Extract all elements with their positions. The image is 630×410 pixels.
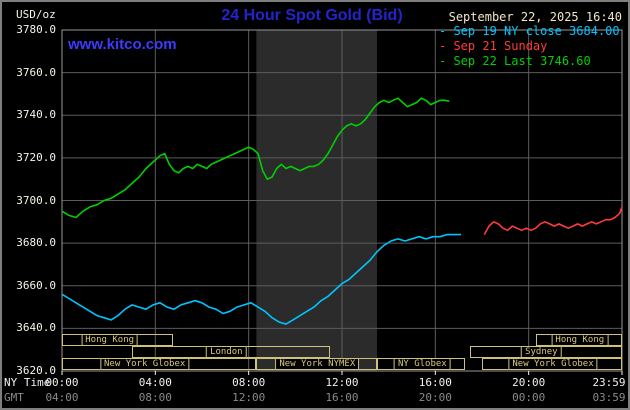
y-tick-label: 3720.0 — [16, 150, 56, 164]
x-tick-label-gmt: 00:00 — [512, 391, 546, 404]
session-sydney: Sydney — [470, 346, 622, 358]
kitco-watermark-url: www.kitco.com — [68, 36, 177, 53]
y-tick-label: 3780.0 — [16, 23, 56, 36]
x-tick-label-ny: 08:00 — [232, 376, 266, 389]
gmt-caption: GMT — [4, 391, 24, 404]
x-tick-label-gmt: 12:00 — [232, 391, 266, 404]
session-label: New York Globex — [100, 358, 190, 370]
y-tick-label: 3740.0 — [16, 108, 56, 122]
session-hong-kong: Hong Kong — [62, 334, 173, 346]
session-hong-kong: Hong Kong — [535, 334, 622, 346]
x-tick-label-gmt: 03:59 — [592, 391, 626, 404]
session-label: NY Globex — [393, 358, 451, 370]
legend-item: - Sep 19 NY close 3684.00 — [439, 24, 620, 38]
session-label: New York Globex — [508, 358, 598, 370]
legend-item: - Sep 22 Last 3746.60 — [439, 54, 591, 68]
x-tick-label-ny: 23:59 — [592, 376, 626, 389]
legend-item: - Sep 21 Sunday — [439, 39, 548, 53]
price-line-sep19 — [61, 233, 461, 325]
y-axis-labels: 3780.0 3760.0 3740.0 3720.0 3700.0 3680.0 3660… — [8, 2, 56, 408]
session-new-york-globex: New York Globex — [62, 358, 257, 370]
price-line-sep22 — [61, 97, 450, 219]
y-tick-label: 3660.0 — [16, 278, 56, 292]
x-axis-ny-time-row: NY Time 00:00 04:00 08:00 12:00 16:00 20:00 23… — [2, 376, 628, 390]
session-label: New York NYMEX — [275, 358, 360, 370]
session-ny-globex: NY Globex — [377, 358, 465, 370]
x-tick-label-gmt: 04:00 — [45, 391, 79, 404]
chart-title: 24 Hour Spot Gold (Bid) — [221, 7, 403, 24]
x-tick-label-ny: 04:00 — [138, 376, 172, 389]
price-line-sep21 — [483, 206, 623, 235]
ny-time-caption: NY Time — [4, 376, 51, 389]
y-tick-label: 3760.0 — [16, 65, 56, 79]
session-label: Hong Kong — [81, 334, 139, 346]
x-tick-label-gmt: 08:00 — [138, 391, 172, 404]
y-tick-label: 3680.0 — [16, 236, 56, 250]
chart-datetime: September 22, 2025 16:40 — [448, 10, 622, 24]
y-tick-label: 3640.0 — [16, 321, 56, 335]
x-tick-label-gmt: 16:00 — [325, 391, 359, 404]
x-tick-label-ny: 20:00 — [512, 376, 546, 389]
session-label: Hong Kong — [551, 334, 609, 346]
x-tick-label-ny: 00:00 — [45, 376, 79, 389]
session-new-york-globex: New York Globex — [482, 358, 622, 370]
session-label: Sydney — [521, 346, 562, 358]
y-tick-label: 3620.0 — [16, 364, 56, 377]
chart-legend: - Sep 19 NY close 3684.00- Sep 21 Sunday… — [439, 24, 620, 69]
y-tick-label: 3700.0 — [16, 193, 56, 207]
session-label: London — [206, 346, 247, 358]
session-london: London — [132, 346, 331, 358]
x-tick-label-gmt: 20:00 — [418, 391, 452, 404]
x-axis-gmt-row: GMT 04:00 08:00 12:00 16:00 20:00 00:00 03:59 — [2, 391, 628, 405]
session-new-york-nymex: New York NYMEX — [256, 358, 377, 370]
y-axis-units-label: USD/oz — [16, 8, 56, 21]
x-tick-label-ny: 12:00 — [325, 376, 359, 389]
x-tick-label-ny: 16:00 — [418, 376, 452, 389]
